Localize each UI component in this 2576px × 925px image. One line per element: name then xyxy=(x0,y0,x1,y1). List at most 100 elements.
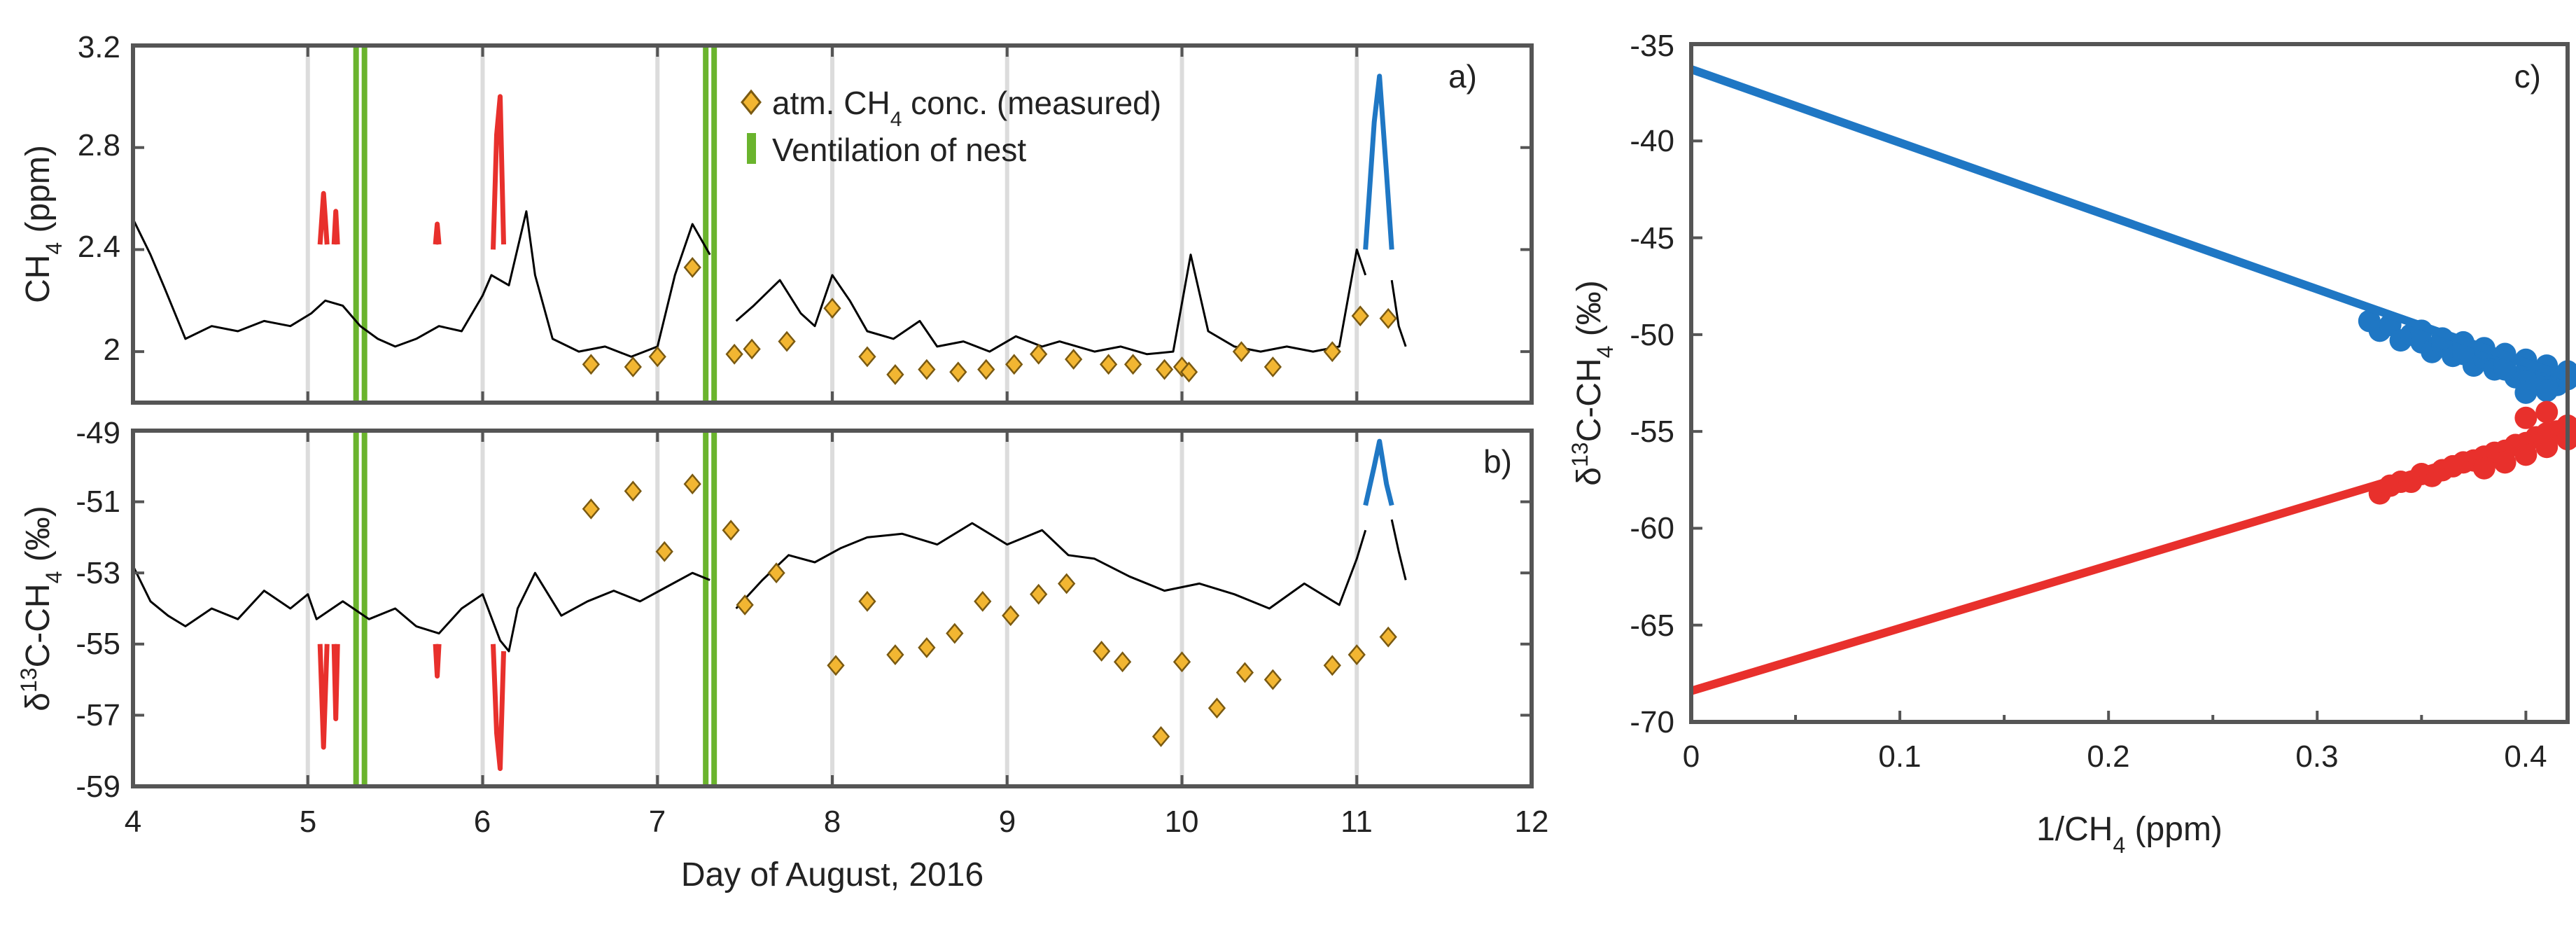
panel-c-data-point xyxy=(2514,406,2538,429)
b-measured-point xyxy=(722,520,740,541)
panel-a-ticks xyxy=(132,44,1533,403)
a-series-line xyxy=(735,248,1367,356)
panel-b-ytick-label: -53 xyxy=(76,556,120,590)
panel-a-ylabel: CH4 (ppm) xyxy=(20,145,66,303)
legend-measured-label: atm. CH4 conc. (measured) xyxy=(772,85,1161,131)
b-series-line xyxy=(132,565,710,653)
a-measured-point xyxy=(624,356,642,377)
panel-b-ytick-label: -51 xyxy=(76,485,120,519)
panel-b: -59 -57 -55 -53 -51 -49 4 5 6 7 8 9 10 1… xyxy=(16,416,1548,893)
a-series-line xyxy=(1390,279,1407,347)
panel-a-ytick-label: 2 xyxy=(104,333,120,367)
panel-a-label: a) xyxy=(1448,58,1477,95)
panel-b-ytick-label: -49 xyxy=(76,416,120,450)
panel-c-xtick-label: 0.4 xyxy=(2504,739,2547,774)
panel-c-fit-line xyxy=(1690,65,2569,382)
panel-a-ytick-label: 3.2 xyxy=(78,30,120,64)
panel-c-data-point xyxy=(2514,443,2538,466)
a-series-line xyxy=(491,94,506,250)
panel-b-lines xyxy=(132,438,1407,772)
panel-b-gridlines xyxy=(305,431,1359,786)
panel-c-xtick-label: 0 xyxy=(1683,739,1700,774)
b-series-line xyxy=(317,644,330,750)
panel-a-ytick-labels: 2 2.4 2.8 3.2 xyxy=(78,30,120,367)
b-measured-point xyxy=(736,594,754,615)
panel-c-label: c) xyxy=(2514,58,2541,95)
b-series-line xyxy=(433,644,442,679)
panel-c-fit-line xyxy=(1690,423,2569,695)
b-measured-point xyxy=(886,644,904,665)
panel-c-xtick-label: 0.1 xyxy=(1878,739,1921,774)
a-measured-point xyxy=(1264,356,1282,377)
a-measured-point xyxy=(582,354,600,375)
a-measured-point xyxy=(1030,343,1048,365)
panel-b-xtick-label: 7 xyxy=(649,805,666,839)
panel-b-ytick-label: -55 xyxy=(76,627,120,661)
panel-c-frame xyxy=(1689,42,2570,724)
panel-c-data-point xyxy=(2472,457,2496,480)
a-measured-point xyxy=(1232,341,1251,363)
b-measured-point xyxy=(1113,651,1132,673)
a-series-line xyxy=(331,209,340,245)
b-measured-point xyxy=(1348,644,1366,665)
a-measured-point xyxy=(1005,354,1023,375)
panel-b-xtick-label: 12 xyxy=(1515,805,1549,839)
a-measured-point xyxy=(858,346,876,368)
panel-b-xtick-label: 11 xyxy=(1340,805,1373,839)
a-series-line xyxy=(317,190,330,245)
panel-c-ylabel: δ13C-CH4 (‰) xyxy=(1567,280,1618,485)
panel-a-lines xyxy=(132,74,1407,358)
a-measured-point xyxy=(949,361,967,383)
a-measured-point xyxy=(1180,361,1198,383)
b-series-line xyxy=(735,522,1367,610)
b-measured-point xyxy=(1058,573,1076,594)
panel-c-ytick-label: -60 xyxy=(1630,511,1674,545)
b-measured-point xyxy=(1030,583,1048,605)
b-measured-point xyxy=(655,541,673,562)
b-measured-point xyxy=(624,480,642,502)
b-measured-point xyxy=(858,590,876,612)
legend-entry-ventilation: Ventilation of nest xyxy=(747,132,1026,168)
panel-a-ytick-label: 2.4 xyxy=(78,230,120,264)
a-series-line xyxy=(433,221,442,245)
a-measured-point xyxy=(1099,354,1118,375)
b-series-line xyxy=(1363,438,1394,506)
panel-c-ytick-label: -50 xyxy=(1630,318,1674,352)
panel-c-xtick-labels: 0 0.1 0.2 0.3 0.4 xyxy=(1683,739,2547,774)
panel-c-ytick-labels: -70 -65 -60 -55 -50 -45 -40 -35 xyxy=(1630,29,1674,739)
panel-b-xtick-labels: 4 5 6 7 8 9 10 11 12 xyxy=(125,805,1549,839)
b-series-line xyxy=(1390,519,1407,580)
panel-c-ytick-label: -70 xyxy=(1630,705,1674,739)
panel-b-ticks xyxy=(132,429,1533,788)
a-measured-point xyxy=(1065,349,1083,370)
panel-a-measured-points xyxy=(582,256,1397,385)
panel-c-ytick-label: -35 xyxy=(1630,29,1674,63)
b-measured-point xyxy=(918,637,936,658)
b-measured-point xyxy=(946,623,964,644)
panel-c: -70 -65 -60 -55 -50 -45 -40 -35 0 0.1 0.… xyxy=(1567,29,2576,858)
panel-c-data-point xyxy=(2535,436,2558,459)
a-measured-point xyxy=(1155,359,1174,380)
legend: atm. CH4 conc. (measured) Ventilation of… xyxy=(741,85,1161,168)
a-measured-point xyxy=(683,256,701,278)
panel-b-xtick-label: 10 xyxy=(1165,805,1199,839)
a-measured-point xyxy=(1124,354,1142,375)
panel-a-gridlines xyxy=(305,46,1359,403)
b-measured-point xyxy=(1264,669,1282,690)
panel-c-data-point xyxy=(2514,381,2538,404)
panel-b-xtick-label: 6 xyxy=(474,805,491,839)
a-measured-point xyxy=(1379,307,1397,329)
b-measured-point xyxy=(1323,655,1341,676)
legend-diamond-marker xyxy=(741,89,762,116)
panel-c-ytick-label: -65 xyxy=(1630,608,1674,643)
panel-b-ytick-label: -59 xyxy=(76,770,120,804)
a-measured-point xyxy=(648,346,666,368)
panel-b-label: b) xyxy=(1483,443,1512,480)
b-series-line xyxy=(331,644,340,721)
b-measured-point xyxy=(1152,725,1170,747)
panel-c-data-point xyxy=(2493,358,2516,381)
legend-entry-measured: atm. CH4 conc. (measured) xyxy=(741,85,1161,131)
b-measured-point xyxy=(1379,626,1397,648)
b-measured-point xyxy=(1208,697,1226,719)
